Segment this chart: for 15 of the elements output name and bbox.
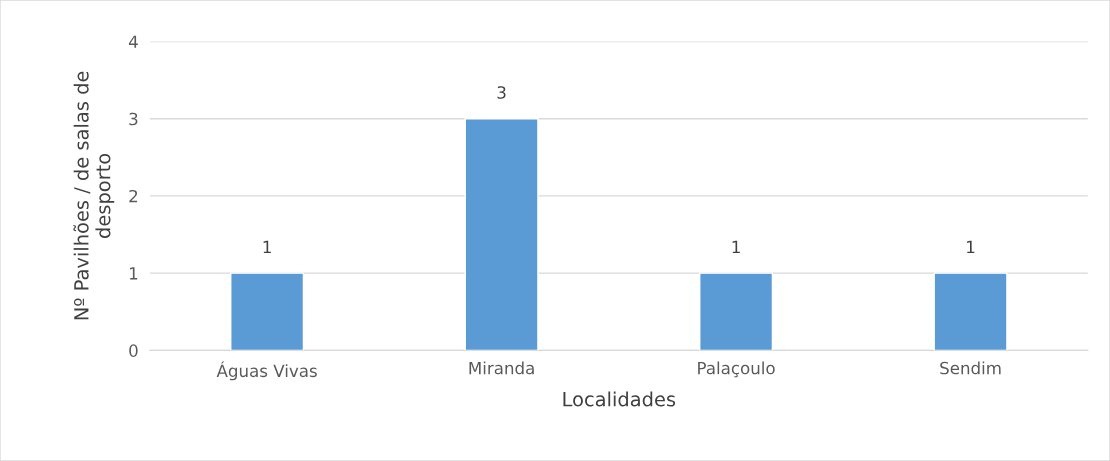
x-tick-label: Miranda — [469, 361, 534, 375]
y-tick-label: 0 — [129, 344, 138, 357]
x-axis-title: Localidades — [563, 391, 676, 407]
y-tick-label: 4 — [128, 35, 138, 48]
data-label: 1 — [732, 240, 740, 254]
y-axis-title: Nº Pavilhões / de salas de desporto — [73, 71, 115, 320]
x-tick-label: Palaçoulo — [698, 361, 775, 378]
y-tick-label: 2 — [129, 189, 138, 203]
data-label: 1 — [263, 240, 271, 254]
y-tick-label: 1 — [129, 267, 138, 280]
y-tick-label: 3 — [129, 112, 138, 126]
data-label: 1 — [967, 240, 975, 254]
x-tick-label: Águas Vivas — [216, 361, 317, 381]
data-label: 3 — [497, 86, 506, 99]
x-tick-label: Sendim — [940, 361, 1001, 375]
